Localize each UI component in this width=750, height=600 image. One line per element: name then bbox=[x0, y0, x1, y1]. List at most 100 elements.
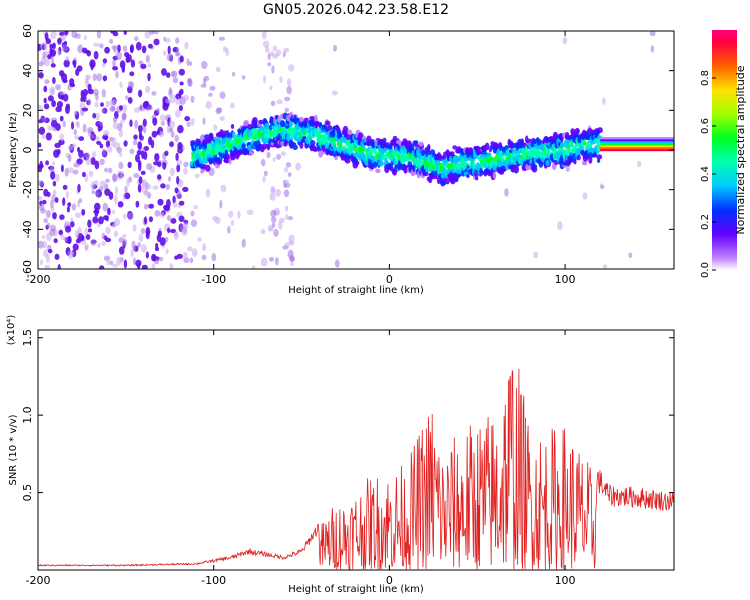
noise-speckle bbox=[127, 97, 133, 104]
noise-speckle bbox=[188, 61, 193, 66]
noise-speckle bbox=[112, 31, 119, 37]
noise-speckle bbox=[65, 103, 70, 109]
noise-speckle bbox=[73, 162, 80, 168]
noise-speckle bbox=[186, 121, 191, 128]
noise-speckle bbox=[67, 251, 75, 256]
noise-speckle bbox=[275, 49, 282, 57]
noise-speckle bbox=[90, 133, 95, 139]
noise-speckle bbox=[43, 103, 50, 110]
noise-speckle bbox=[157, 174, 162, 180]
ridge-cell bbox=[576, 128, 580, 134]
noise-speckle bbox=[137, 242, 142, 248]
ridge-cell bbox=[225, 153, 230, 161]
noise-speckle bbox=[138, 131, 143, 140]
noise-speckle bbox=[69, 78, 75, 86]
noise-speckle bbox=[283, 189, 290, 198]
colorbar-tick-label: 0.8 bbox=[700, 70, 711, 86]
spectrogram-panel: -200 -100 0 100 60 40 20 0 -20 -40 -60 Height of … bbox=[8, 24, 675, 296]
ridge-cell bbox=[475, 175, 479, 181]
noise-speckle bbox=[107, 207, 111, 216]
noise-speckle bbox=[67, 167, 74, 174]
ridge-cell bbox=[331, 140, 336, 146]
noise-speckle bbox=[95, 112, 100, 121]
ridge-tail-band bbox=[600, 145, 674, 148]
noise-speckle bbox=[119, 81, 123, 88]
noise-speckle bbox=[166, 72, 171, 78]
noise-speckle bbox=[157, 230, 162, 237]
noise-speckle bbox=[87, 228, 93, 233]
noise-speckle bbox=[190, 210, 195, 217]
ridge-cell bbox=[354, 158, 358, 164]
y-tick-label: 1.0 bbox=[21, 406, 34, 424]
noise-speckle bbox=[45, 132, 52, 141]
noise-speckle bbox=[41, 133, 46, 140]
noise-speckle bbox=[190, 117, 195, 126]
noise-speckle bbox=[169, 228, 177, 234]
noise-speckle bbox=[284, 242, 290, 249]
noise-speckle bbox=[67, 145, 74, 151]
noise-speckle bbox=[64, 236, 68, 243]
ridge-cell bbox=[204, 164, 211, 172]
noise-speckle bbox=[87, 98, 92, 106]
noise-speckle bbox=[275, 257, 279, 266]
noise-speckle bbox=[137, 183, 142, 193]
noise-speckle bbox=[77, 44, 84, 54]
noise-speckle bbox=[65, 191, 69, 199]
x-tick-label: -200 bbox=[26, 273, 51, 286]
noise-speckle bbox=[105, 215, 109, 222]
noise-speckle bbox=[262, 176, 266, 183]
noise-speckle bbox=[45, 160, 49, 166]
noise-speckle bbox=[172, 195, 176, 204]
noise-speckle bbox=[166, 215, 171, 221]
noise-speckle bbox=[165, 183, 170, 190]
ridge-cell bbox=[292, 144, 298, 150]
noise-speckle bbox=[157, 161, 162, 168]
noise-speckle bbox=[132, 224, 137, 232]
noise-speckle bbox=[47, 125, 54, 131]
ridge-cell bbox=[576, 154, 581, 161]
noise-speckle bbox=[189, 257, 194, 264]
ridge-cell bbox=[440, 181, 447, 186]
noise-speckle bbox=[260, 228, 266, 235]
noise-speckle bbox=[230, 220, 235, 226]
ridge-cell bbox=[573, 159, 577, 165]
noise-speckle bbox=[111, 142, 116, 147]
noise-speckle bbox=[122, 45, 128, 52]
noise-speckle bbox=[118, 161, 124, 170]
noise-speckle bbox=[148, 136, 153, 146]
noise-speckle bbox=[123, 259, 128, 269]
noise-speckle bbox=[118, 129, 123, 138]
ridge-cell bbox=[479, 168, 483, 175]
noise-speckle bbox=[190, 95, 195, 104]
y-tick-label: -20 bbox=[21, 181, 34, 199]
noise-speckle bbox=[140, 227, 145, 235]
noise-speckle bbox=[160, 183, 166, 189]
ridge-cell bbox=[314, 114, 318, 123]
noise-speckle bbox=[260, 257, 268, 267]
snr-series-line bbox=[38, 368, 674, 570]
ridge-cell bbox=[359, 147, 365, 154]
noise-speckle bbox=[93, 42, 100, 47]
noise-speckle bbox=[42, 199, 47, 205]
noise-speckle bbox=[38, 240, 45, 249]
noise-speckle bbox=[170, 131, 175, 138]
noise-speckle bbox=[143, 146, 150, 151]
noise-speckle bbox=[169, 167, 175, 176]
noise-speckle bbox=[169, 94, 176, 104]
noise-speckle bbox=[202, 243, 207, 252]
ridge-cell bbox=[484, 142, 490, 151]
noise-speckle bbox=[167, 45, 171, 55]
ridge-cell bbox=[198, 143, 202, 150]
noise-speckle bbox=[84, 245, 89, 251]
noise-speckle bbox=[53, 238, 58, 244]
noise-speckle bbox=[140, 170, 146, 175]
noise-speckle bbox=[41, 235, 46, 240]
ridge-cell bbox=[583, 141, 587, 146]
noise-speckle bbox=[124, 185, 128, 194]
noise-speckle bbox=[126, 178, 130, 187]
noise-speckle bbox=[101, 148, 106, 157]
noise-speckle bbox=[130, 59, 136, 68]
noise-speckle bbox=[134, 36, 139, 42]
noise-speckle bbox=[187, 246, 193, 252]
noise-speckle bbox=[60, 234, 66, 241]
